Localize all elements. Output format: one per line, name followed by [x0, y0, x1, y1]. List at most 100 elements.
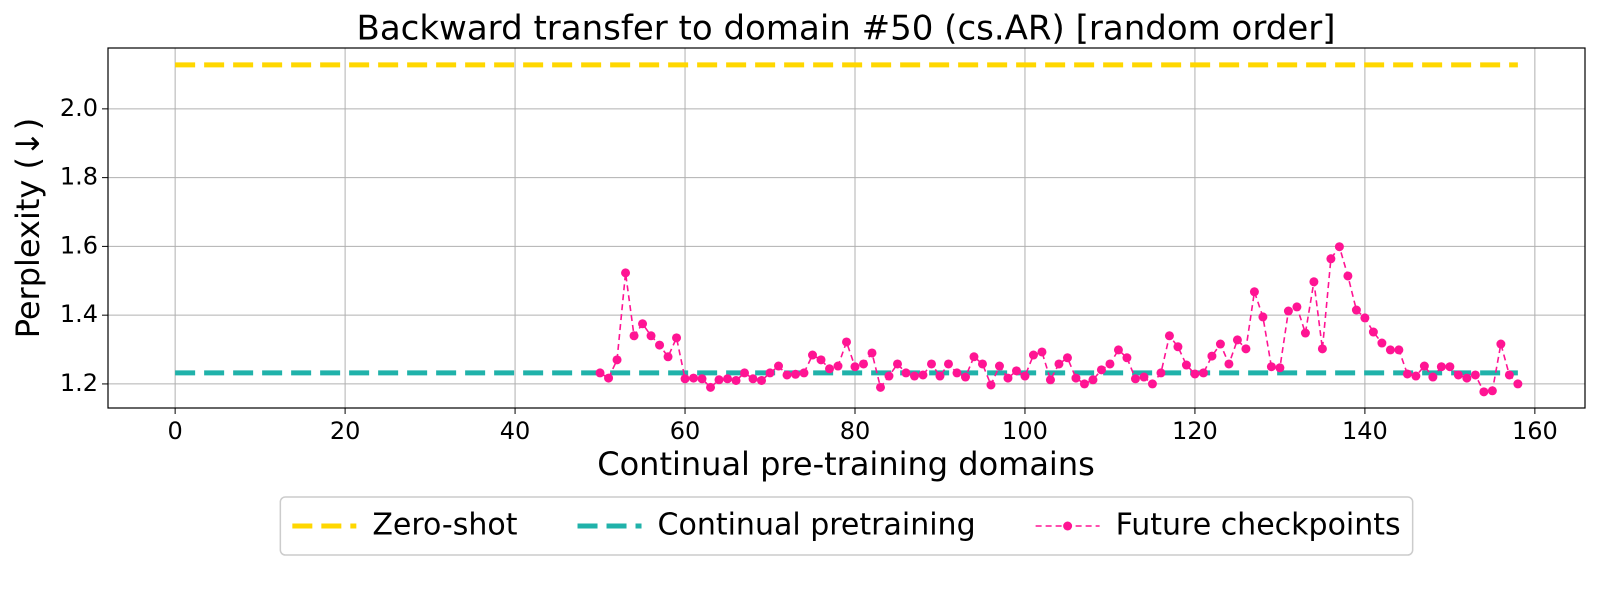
data-point — [1079, 379, 1089, 389]
data-point — [833, 361, 843, 371]
x-tick-label: 140 — [1342, 417, 1388, 445]
data-point — [1377, 338, 1387, 348]
data-point — [791, 369, 801, 379]
data-point — [748, 374, 758, 384]
y-tick-label: 1.2 — [60, 369, 98, 397]
data-point — [1011, 366, 1021, 376]
x-tick-label: 20 — [330, 417, 361, 445]
data-point — [1343, 271, 1353, 281]
data-point — [714, 375, 724, 385]
data-point — [612, 355, 622, 365]
data-point — [901, 368, 911, 378]
data-point — [1198, 368, 1208, 378]
legend: Zero-shot Continual pretraining Future che… — [279, 496, 1414, 556]
data-point — [1283, 306, 1293, 316]
data-point — [1334, 242, 1344, 252]
y-tick-label: 1.4 — [60, 300, 98, 328]
data-point — [1326, 254, 1336, 264]
data-point — [884, 371, 894, 381]
legend-marker — [1063, 521, 1073, 531]
data-point — [757, 375, 767, 385]
data-point — [1436, 362, 1446, 372]
data-point — [1317, 344, 1327, 354]
data-point — [1122, 353, 1132, 363]
data-point — [867, 348, 877, 358]
x-tick-label: 40 — [500, 417, 531, 445]
data-point — [1368, 327, 1378, 337]
y-tick-label: 1.6 — [60, 231, 98, 259]
data-point — [1113, 345, 1123, 355]
legend-box — [279, 496, 1414, 556]
data-point — [1360, 313, 1370, 323]
data-point — [1513, 379, 1523, 389]
data-point — [1411, 371, 1421, 381]
data-point — [1181, 360, 1191, 370]
data-point — [1096, 365, 1106, 375]
data-point — [892, 359, 902, 369]
data-point — [1504, 370, 1514, 380]
data-point — [689, 373, 699, 383]
data-point — [1258, 312, 1268, 322]
data-point — [1453, 370, 1463, 380]
data-point — [1020, 371, 1030, 381]
legend-item: Continual pretraining — [577, 508, 976, 543]
data-point — [875, 382, 885, 392]
data-point — [994, 361, 1004, 371]
data-point — [1309, 277, 1319, 287]
data-point — [1385, 345, 1395, 355]
data-point — [706, 382, 716, 392]
data-point — [1003, 373, 1013, 383]
data-point — [1241, 344, 1251, 354]
y-tick-label: 2.0 — [60, 94, 98, 122]
data-point — [1394, 345, 1404, 355]
x-tick-label: 160 — [1512, 417, 1558, 445]
data-point — [697, 374, 707, 384]
data-point — [799, 368, 809, 378]
data-point — [1470, 370, 1480, 380]
data-point — [1462, 373, 1472, 383]
data-point — [1147, 379, 1157, 389]
data-point — [850, 362, 860, 372]
data-point — [1232, 335, 1242, 345]
data-point — [1105, 359, 1115, 369]
data-point — [1173, 342, 1183, 352]
data-point — [782, 370, 792, 380]
data-point — [926, 359, 936, 369]
data-point — [1249, 287, 1259, 297]
data-point — [1266, 362, 1276, 372]
data-point — [1445, 362, 1455, 372]
x-tick-label: 100 — [1002, 417, 1048, 445]
data-point — [943, 359, 953, 369]
data-point — [858, 359, 868, 369]
data-point — [774, 361, 784, 371]
data-point — [1028, 350, 1038, 360]
data-point — [977, 359, 987, 369]
data-point — [816, 355, 826, 365]
data-point — [1062, 353, 1072, 363]
plot-frame — [107, 47, 1586, 409]
data-point — [1156, 368, 1166, 378]
data-point — [731, 375, 741, 385]
legend-item: Future checkpoints — [1035, 508, 1401, 543]
data-point — [655, 340, 665, 350]
data-point — [1130, 374, 1140, 384]
data-point — [1496, 339, 1506, 349]
data-point — [1037, 347, 1047, 357]
data-point — [765, 368, 775, 378]
data-point — [960, 372, 970, 382]
data-point — [1402, 369, 1412, 379]
data-point — [918, 370, 928, 380]
data-point — [604, 373, 614, 383]
x-tick-label: 80 — [840, 417, 871, 445]
data-point — [1487, 386, 1497, 396]
legend-item: Zero-shot — [292, 508, 518, 543]
legend-label: Continual pretraining — [658, 508, 976, 543]
data-point — [672, 333, 682, 343]
data-point — [1071, 373, 1081, 383]
data-point — [1207, 351, 1217, 361]
x-tick-label: 120 — [1172, 417, 1218, 445]
data-point — [1045, 375, 1055, 385]
series-line — [599, 244, 1519, 393]
data-point — [1300, 328, 1310, 338]
